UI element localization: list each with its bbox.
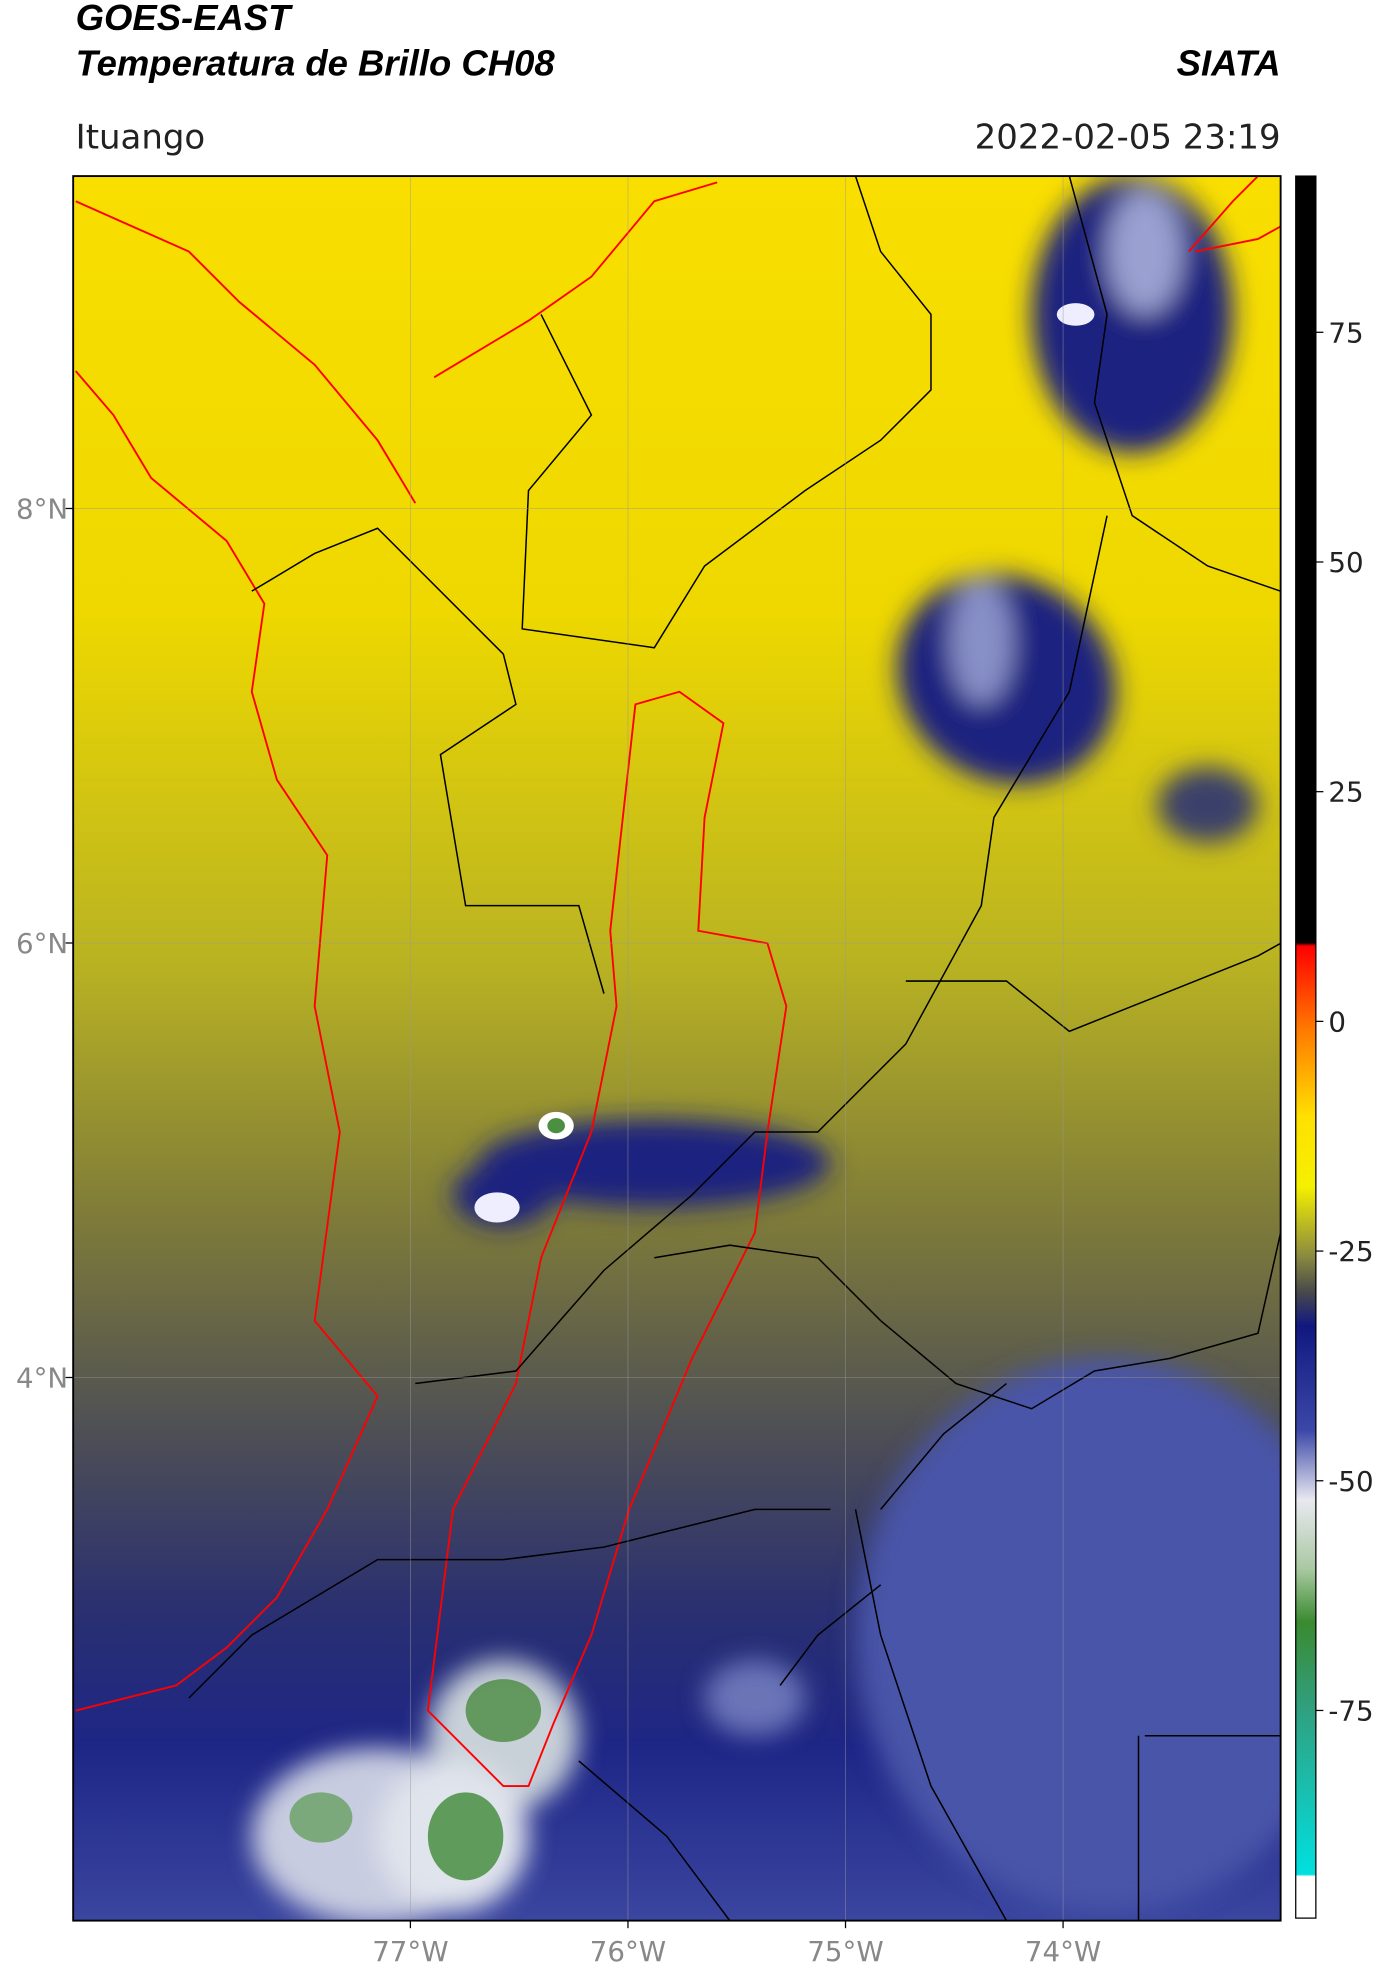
lat-label: 6°N <box>16 927 68 960</box>
colorbar-label: -50 <box>1328 1465 1373 1498</box>
subtitle: Temperatura de Brillo CH08 <box>76 42 556 83</box>
title: GOES-EAST <box>76 0 294 38</box>
lon-label: 77°W <box>372 1935 448 1968</box>
lon-label: 74°W <box>1025 1935 1101 1968</box>
colorbar-label: -25 <box>1328 1235 1373 1268</box>
place: Ituango <box>76 117 206 157</box>
agency: SIATA <box>1177 42 1281 83</box>
colorbar-label: -75 <box>1328 1695 1373 1728</box>
lat-label: 8°N <box>16 493 68 526</box>
lat-label: 4°N <box>16 1362 68 1395</box>
colorbar-label: 25 <box>1328 776 1363 809</box>
colorbar <box>1295 175 1317 1919</box>
lon-label: 75°W <box>807 1935 883 1968</box>
colorbar-label: 75 <box>1328 316 1363 349</box>
colorbar-label: 0 <box>1328 1005 1346 1038</box>
datetime: 2022-02-05 23:19 <box>975 117 1281 157</box>
lon-label: 76°W <box>590 1935 666 1968</box>
map-image <box>73 176 1281 1921</box>
map-frame <box>72 175 1282 1922</box>
colorbar-label: 50 <box>1328 546 1363 579</box>
